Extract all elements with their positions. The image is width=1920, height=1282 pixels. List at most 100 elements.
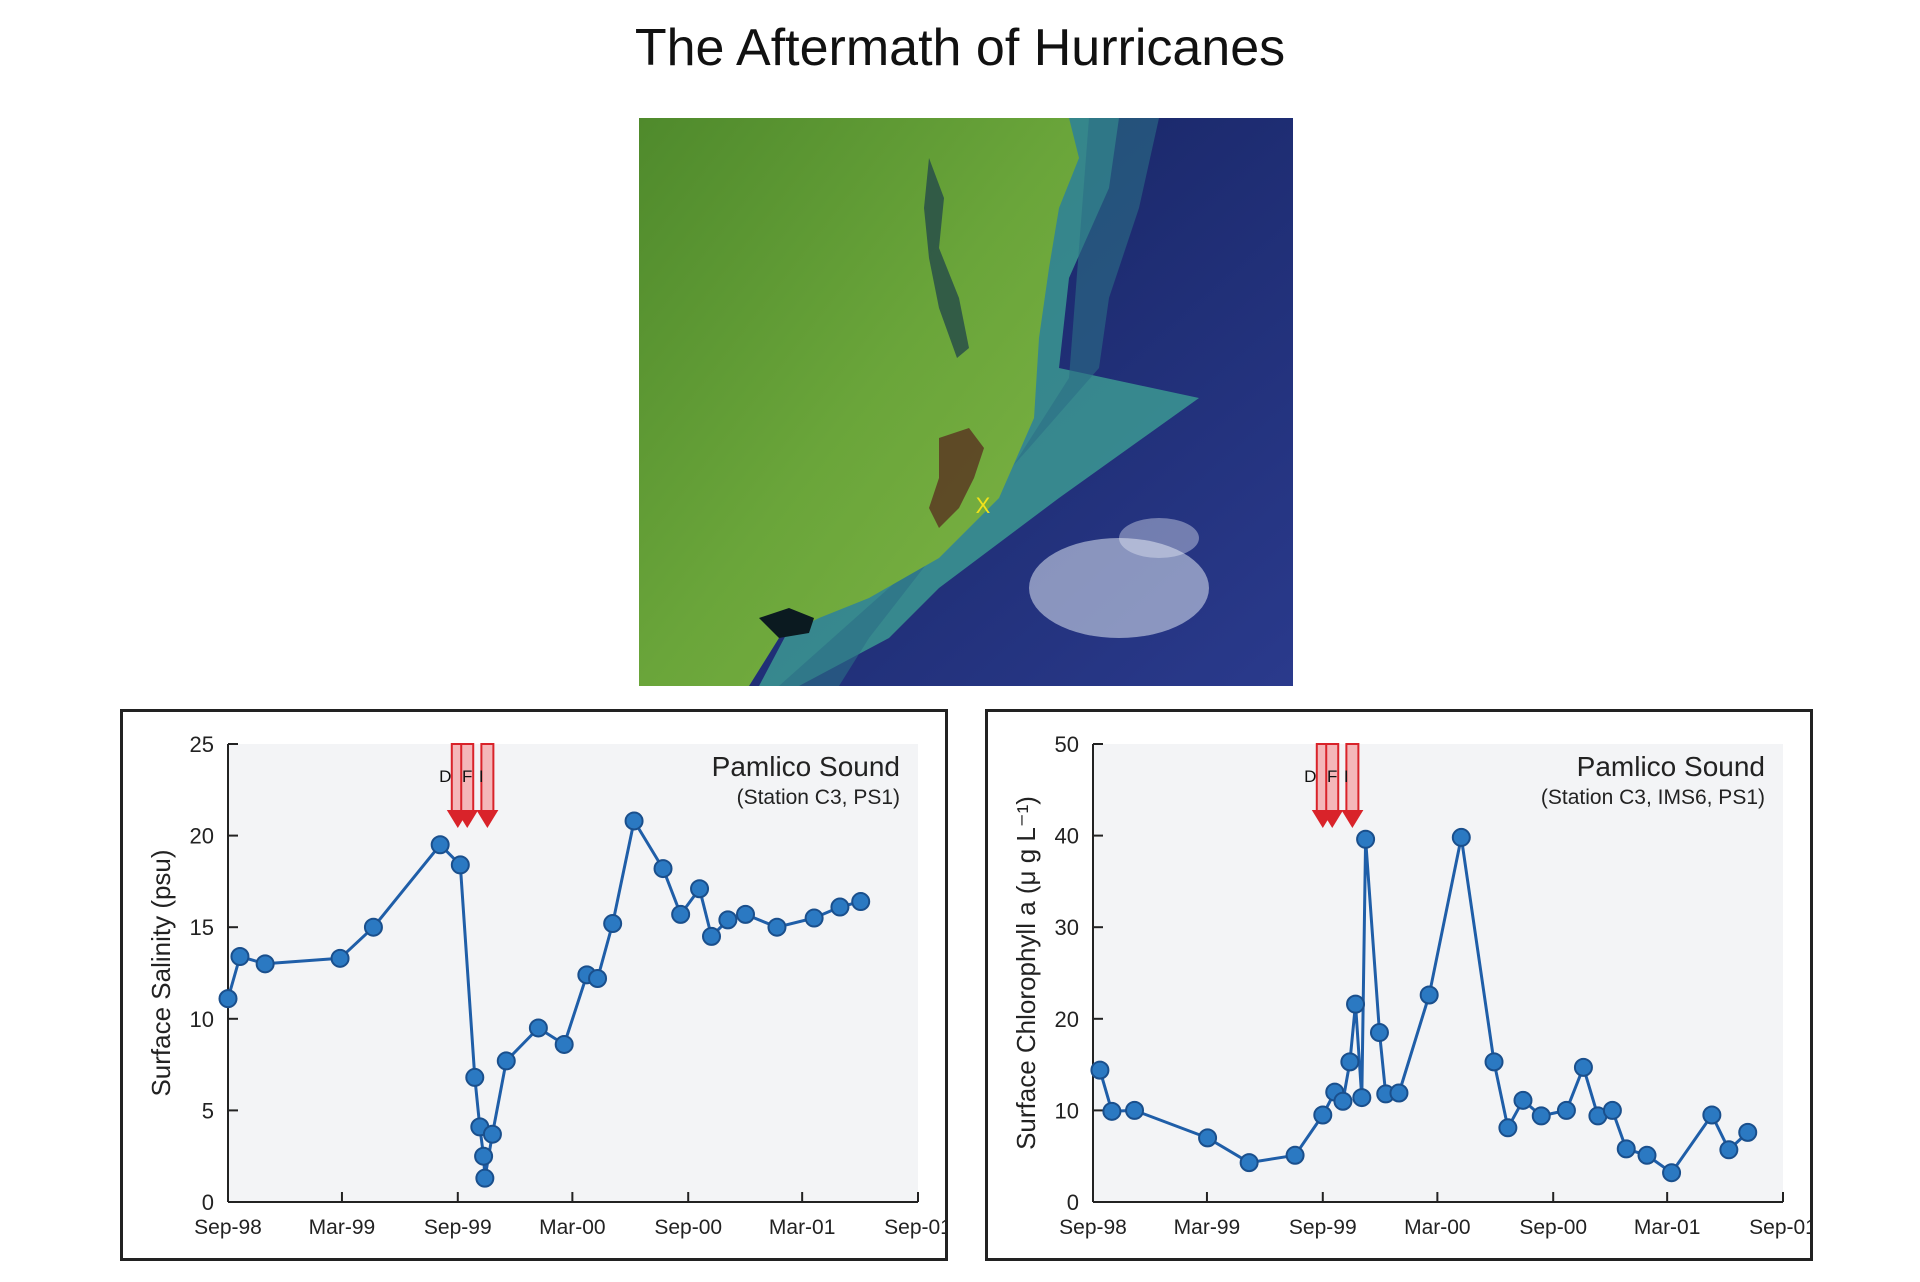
data-point: [702, 926, 722, 946]
data-point: [624, 811, 644, 831]
data-point: [482, 1124, 502, 1144]
data-point: [1602, 1100, 1622, 1120]
map-chesapeake: [924, 158, 969, 358]
data-point: [588, 968, 608, 988]
data-point: [851, 892, 871, 912]
x-tick-label: Mar-01: [1634, 1216, 1701, 1239]
page-title: The Aftermath of Hurricanes: [634, 19, 1286, 77]
y-tick-label: 0: [202, 1190, 214, 1215]
y-tick-label: 10: [190, 1007, 214, 1032]
data-point: [1369, 1023, 1389, 1043]
x-tick-label: Sep-00: [1519, 1216, 1587, 1239]
y-tick-label: 15: [190, 915, 214, 940]
data-point: [1498, 1118, 1518, 1138]
chlorophyll-chart: 0 10 20 30 40 50 Sep-98 Mar-99 Sep-99 Mar-00 Sep-0…: [1011, 732, 1810, 1239]
chart-title: Pamlico Sound: [1577, 751, 1765, 782]
map-sediment-deep: [779, 118, 1159, 686]
y-tick-label: 5: [202, 1098, 214, 1123]
data-point: [1616, 1139, 1636, 1159]
chart-subtitle: (Station C3, PS1): [737, 786, 900, 809]
x-tick-label: Sep-98: [1059, 1216, 1127, 1239]
data-point: [1531, 1106, 1551, 1126]
x-tick-label: Sep-99: [424, 1216, 492, 1239]
data-point: [475, 1168, 495, 1188]
data-point: [1662, 1163, 1682, 1183]
y-tick-label: 20: [1055, 1007, 1079, 1032]
map-land: [639, 118, 1079, 686]
hurricane-arrow-head: [1341, 810, 1364, 828]
x-tick-label: Sep-98: [194, 1216, 262, 1239]
data-point: [1389, 1083, 1409, 1103]
hurricane-label: D: [439, 767, 451, 786]
plot-area: [228, 744, 918, 1202]
salinity-chart-panel: 0 5 10 15 20 25 Sep-98 Mar-99 Sep-99 Mar-00 Sep-00…: [120, 709, 948, 1261]
x-tick-label: Mar-99: [1174, 1216, 1241, 1239]
data-point: [1637, 1145, 1657, 1165]
y-tick-label: 50: [1055, 732, 1079, 757]
salinity-chart: 0 5 10 15 20 25 Sep-98 Mar-99 Sep-99 Mar-00 Sep-00…: [146, 732, 945, 1239]
data-point: [363, 917, 383, 937]
satellite-map-image: X: [639, 118, 1293, 686]
y-tick-label: 0: [1067, 1190, 1079, 1215]
x-tick-label: Sep-99: [1289, 1216, 1357, 1239]
data-point: [767, 917, 787, 937]
data-point: [1573, 1057, 1593, 1077]
hurricane-label: F: [462, 767, 472, 786]
y-axis-label: Surface Salinity (psu): [146, 849, 176, 1096]
data-point: [230, 947, 250, 967]
chart-subtitle: (Station C3, IMS6, PS1): [1541, 786, 1765, 809]
data-point: [830, 897, 850, 917]
map-bay: [759, 608, 814, 638]
data-point: [804, 908, 824, 928]
data-point: [1333, 1091, 1353, 1111]
chlorophyll-chart-panel: 0 10 20 30 40 50 Sep-98 Mar-99 Sep-99 Mar-00 Sep-0…: [985, 709, 1813, 1261]
x-tick-label: Mar-00: [1404, 1216, 1471, 1239]
y-axis-label: Surface Chlorophyll a (μ g L⁻¹): [1011, 796, 1041, 1150]
map-marker: X: [976, 493, 991, 518]
hurricane-label: F: [1327, 767, 1337, 786]
data-point: [1239, 1153, 1259, 1173]
data-point: [603, 914, 623, 934]
data-point: [1313, 1105, 1333, 1125]
data-point: [1451, 827, 1471, 847]
data-point: [528, 1018, 548, 1038]
data-point: [496, 1051, 516, 1071]
hurricane-label: D: [1304, 767, 1316, 786]
y-tick-label: 30: [1055, 915, 1079, 940]
data-point: [1346, 994, 1366, 1014]
data-point: [1419, 985, 1439, 1005]
hurricane-arrow-head: [1321, 810, 1344, 828]
y-tick-label: 20: [190, 824, 214, 849]
x-tick-label: Sep-01: [884, 1216, 945, 1239]
y-tick-label: 40: [1055, 824, 1079, 849]
x-tick-label: Sep-01: [1749, 1216, 1810, 1239]
data-point: [1090, 1060, 1110, 1080]
hurricane-label: I: [479, 767, 484, 786]
plot-area: [1093, 744, 1783, 1202]
data-point: [1102, 1101, 1122, 1121]
map-pamlico-sound: [929, 428, 984, 528]
data-point: [1285, 1145, 1305, 1165]
map-clouds: [1029, 538, 1209, 638]
data-point: [330, 948, 350, 968]
data-point: [474, 1146, 494, 1166]
data-point: [1356, 829, 1376, 849]
data-point: [1340, 1052, 1360, 1072]
x-tick-label: Sep-00: [654, 1216, 722, 1239]
y-tick-label: 10: [1055, 1098, 1079, 1123]
data-point: [1198, 1128, 1218, 1148]
hurricane-arrow-head: [456, 810, 479, 828]
x-tick-label: Mar-00: [539, 1216, 606, 1239]
data-point: [653, 859, 673, 879]
data-point: [736, 904, 755, 924]
hurricane-arrow-f: [456, 743, 479, 828]
hurricane-arrow-head: [476, 810, 499, 828]
hurricane-label: I: [1344, 767, 1349, 786]
data-point: [718, 910, 738, 930]
data-point: [1352, 1088, 1372, 1108]
data-point: [218, 989, 238, 1009]
data-point: [1702, 1105, 1722, 1125]
hurricane-arrow-i: [1341, 743, 1364, 828]
x-tick-label: Mar-01: [769, 1216, 836, 1239]
chart-title: Pamlico Sound: [712, 751, 900, 782]
